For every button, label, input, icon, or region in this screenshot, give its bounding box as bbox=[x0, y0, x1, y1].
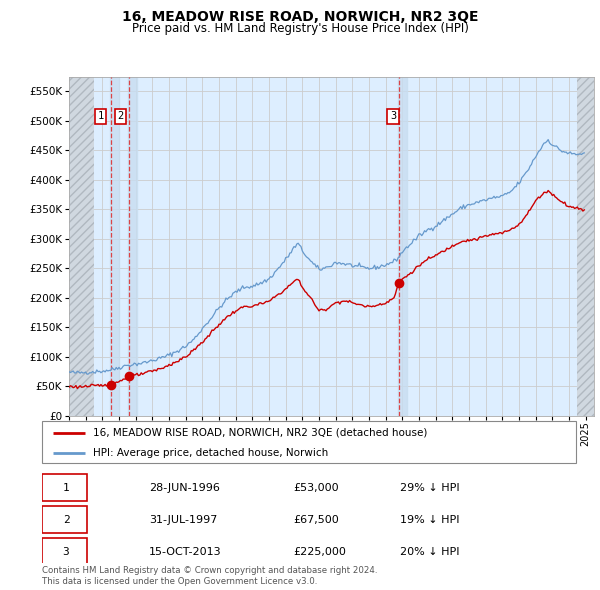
Text: £225,000: £225,000 bbox=[293, 547, 346, 557]
Text: 28-JUN-1996: 28-JUN-1996 bbox=[149, 483, 220, 493]
Text: 2: 2 bbox=[62, 514, 70, 525]
Text: £67,500: £67,500 bbox=[293, 514, 339, 525]
Bar bbox=[69, 77, 94, 416]
Bar bbox=[398, 77, 407, 416]
Text: 19% ↓ HPI: 19% ↓ HPI bbox=[400, 514, 459, 525]
FancyBboxPatch shape bbox=[42, 538, 88, 565]
Text: This data is licensed under the Open Government Licence v3.0.: This data is licensed under the Open Gov… bbox=[42, 577, 317, 586]
Text: 16, MEADOW RISE ROAD, NORWICH, NR2 3QE: 16, MEADOW RISE ROAD, NORWICH, NR2 3QE bbox=[122, 10, 478, 24]
Text: 2: 2 bbox=[118, 112, 124, 121]
Text: 3: 3 bbox=[62, 547, 70, 557]
Text: 3: 3 bbox=[390, 112, 396, 121]
Text: Price paid vs. HM Land Registry's House Price Index (HPI): Price paid vs. HM Land Registry's House … bbox=[131, 22, 469, 35]
Text: 31-JUL-1997: 31-JUL-1997 bbox=[149, 514, 217, 525]
Text: £53,000: £53,000 bbox=[293, 483, 338, 493]
Text: HPI: Average price, detached house, Norwich: HPI: Average price, detached house, Norw… bbox=[93, 448, 328, 457]
Text: 29% ↓ HPI: 29% ↓ HPI bbox=[400, 483, 460, 493]
FancyBboxPatch shape bbox=[42, 474, 88, 501]
Text: Contains HM Land Registry data © Crown copyright and database right 2024.: Contains HM Land Registry data © Crown c… bbox=[42, 566, 377, 575]
Bar bbox=[577, 77, 594, 416]
FancyBboxPatch shape bbox=[42, 506, 88, 533]
Bar bbox=[110, 77, 119, 416]
Text: 15-OCT-2013: 15-OCT-2013 bbox=[149, 547, 221, 557]
Text: 1: 1 bbox=[98, 112, 104, 121]
Bar bbox=[128, 77, 137, 416]
Text: 1: 1 bbox=[62, 483, 70, 493]
Text: 16, MEADOW RISE ROAD, NORWICH, NR2 3QE (detached house): 16, MEADOW RISE ROAD, NORWICH, NR2 3QE (… bbox=[93, 428, 427, 438]
Text: 20% ↓ HPI: 20% ↓ HPI bbox=[400, 547, 459, 557]
